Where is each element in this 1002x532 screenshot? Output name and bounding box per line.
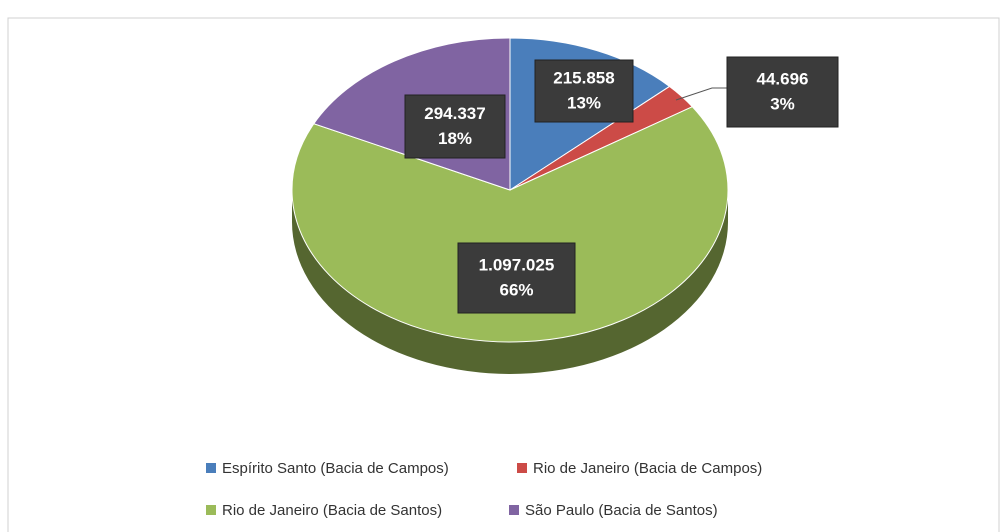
legend-label: São Paulo (Bacia de Santos) xyxy=(525,502,718,519)
pie-slice xyxy=(291,106,729,343)
legend-swatch xyxy=(206,463,216,473)
legend-swatch xyxy=(517,463,527,473)
data-label-box xyxy=(726,56,839,128)
data-label-value: 44.696 xyxy=(757,69,809,88)
data-label-box xyxy=(457,242,576,314)
legend-label: Rio de Janeiro (Bacia de Santos) xyxy=(222,502,442,519)
data-label-percent: 3% xyxy=(770,94,795,113)
data-label-box xyxy=(534,59,634,123)
legend-label: Espírito Santo (Bacia de Campos) xyxy=(222,460,449,477)
legend-swatch xyxy=(509,505,519,515)
legend-label: Rio de Janeiro (Bacia de Campos) xyxy=(533,460,762,477)
data-label-value: 1.097.025 xyxy=(479,255,555,274)
data-label-box xyxy=(404,94,506,159)
data-label-value: 215.858 xyxy=(553,68,614,87)
pie-side xyxy=(292,190,728,374)
data-label-value: 294.337 xyxy=(424,104,485,123)
leader-line xyxy=(675,87,727,101)
data-label-percent: 13% xyxy=(567,93,601,112)
legend-swatch xyxy=(206,505,216,515)
data-label-percent: 66% xyxy=(499,280,533,299)
data-label-percent: 18% xyxy=(438,129,472,148)
